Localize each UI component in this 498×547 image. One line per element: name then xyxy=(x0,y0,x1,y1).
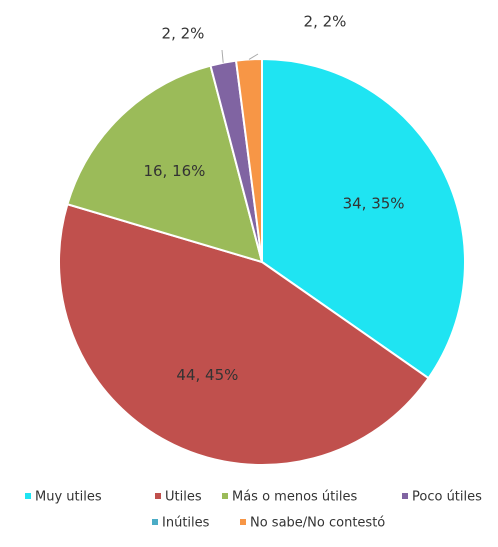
data-label: 16, 16% xyxy=(143,162,205,180)
leader-line xyxy=(221,49,224,63)
legend-swatch xyxy=(222,493,228,499)
legend-swatch xyxy=(152,519,158,525)
legend-label: No sabe/No contestó xyxy=(250,516,385,531)
data-label: 44, 45% xyxy=(176,366,238,384)
data-label: 2, 2% xyxy=(162,25,205,43)
pie-slice xyxy=(58,202,430,466)
legend-swatch xyxy=(155,493,161,499)
data-label: 34, 35% xyxy=(343,194,405,212)
legend-swatch xyxy=(402,493,408,499)
pie-slice xyxy=(66,64,264,264)
pie-slice xyxy=(261,57,466,380)
legend-swatch xyxy=(240,519,246,525)
legend-label: Inútiles xyxy=(162,516,210,531)
legend-swatch xyxy=(25,493,31,499)
data-label: 2, 2% xyxy=(304,13,347,31)
leader-line xyxy=(248,53,259,60)
legend-label: Muy utiles xyxy=(35,490,102,505)
legend-label: Más o menos útiles xyxy=(232,490,357,505)
legend-label: Utiles xyxy=(165,490,202,505)
legend-label: Poco útiles xyxy=(412,490,482,505)
